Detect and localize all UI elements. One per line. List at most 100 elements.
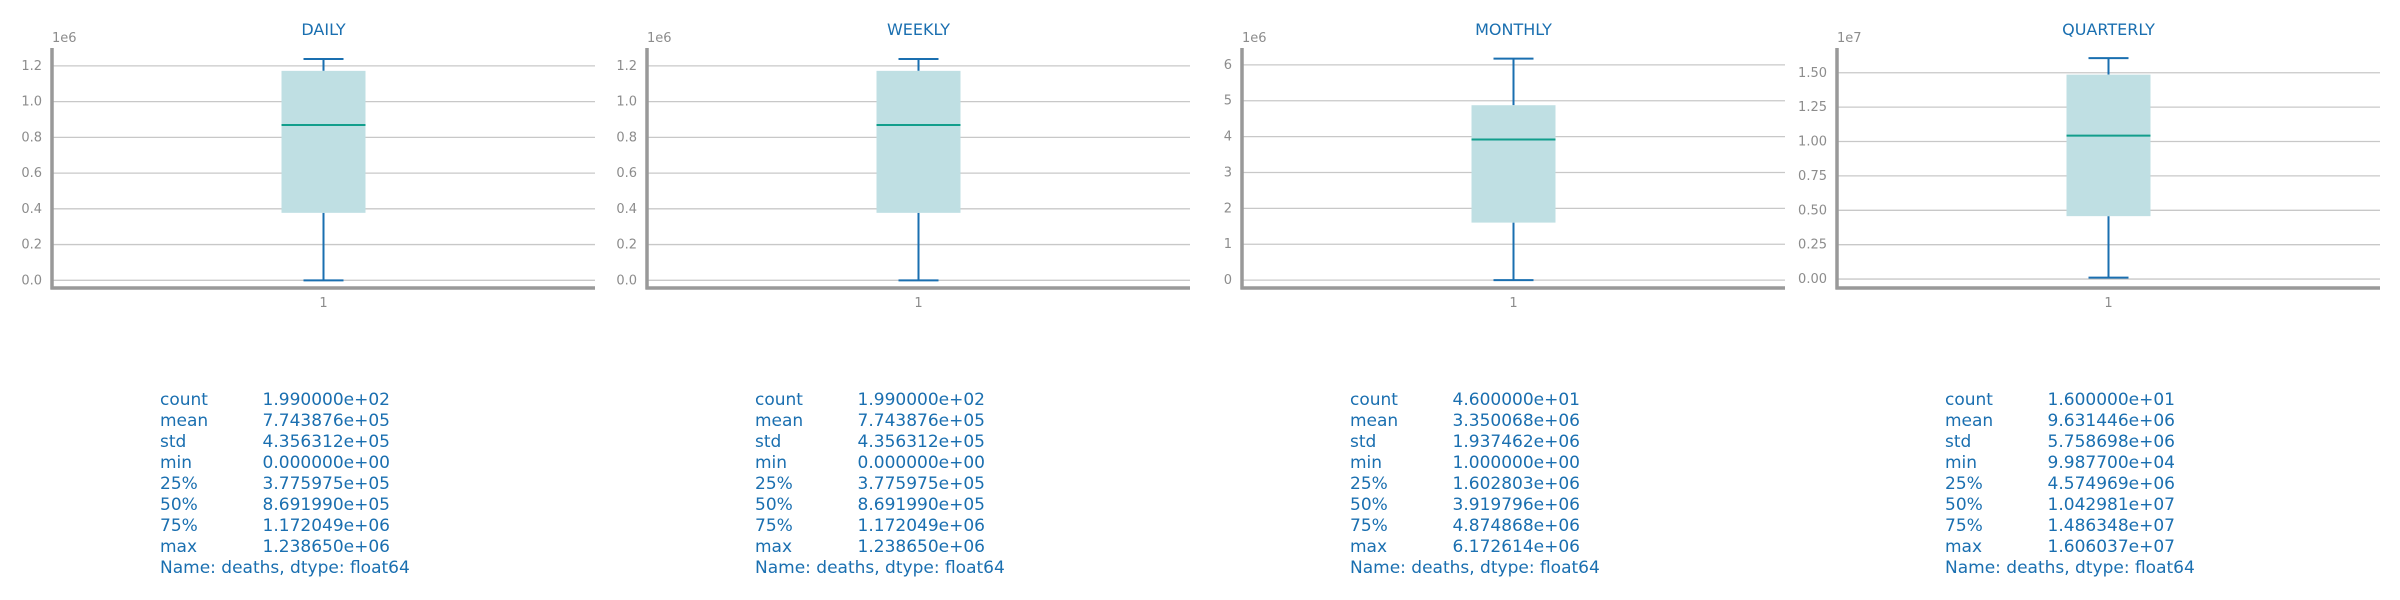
stats-footer: Name: deaths, dtype: float64: [1945, 558, 2195, 578]
panel-4-box-iqr: [2066, 74, 2151, 217]
stats-key: 25%: [160, 474, 198, 494]
panel-3-ytick-label: 6: [1224, 58, 1232, 73]
stats-key: 50%: [755, 495, 793, 515]
stats-value: 6.172614e+06: [1452, 537, 1580, 557]
stats-key: 75%: [160, 516, 198, 536]
panel-1-exponent-label: 1e6: [52, 31, 77, 46]
panel-2-ytick-label: 0.6: [616, 166, 637, 181]
stats-footer: Name: deaths, dtype: float64: [1350, 558, 1600, 578]
stats-row: min 1.000000e+00: [1350, 453, 1680, 474]
stats-value: 1.000000e+00: [1452, 453, 1580, 473]
stats-row: 50% 8.691990e+05: [755, 495, 1085, 516]
stats-value: 8.691990e+05: [857, 495, 985, 515]
panel-2-ytick-label: 0.0: [616, 273, 637, 288]
stats-key: mean: [1350, 411, 1399, 431]
panel-4-ytick-label: 0.50: [1798, 203, 1827, 218]
panel-1-ytick-label: 0.2: [21, 238, 42, 253]
stats-row: 50% 8.691990e+05: [160, 495, 490, 516]
stats-value: 4.356312e+05: [857, 432, 985, 452]
stats-key: 50%: [160, 495, 198, 515]
stats-row: std 1.937462e+06: [1350, 432, 1680, 453]
stats-key: 25%: [1350, 474, 1388, 494]
stats-row: 75% 1.486348e+07: [1945, 516, 2275, 537]
panel-3-ytick-label: 4: [1224, 130, 1232, 145]
stats-key: count: [755, 390, 803, 410]
stats-key: min: [755, 453, 788, 473]
stats-row: count 1.600000e+01: [1945, 390, 2275, 411]
stats-key: max: [160, 537, 198, 557]
stats-value: 4.574969e+06: [2047, 474, 2175, 494]
stats-value: 1.238650e+06: [857, 537, 985, 557]
stats-value: 1.172049e+06: [262, 516, 390, 536]
stats-value: 1.238650e+06: [262, 537, 390, 557]
stats-row: max 6.172614e+06: [1350, 537, 1680, 558]
stats-row: mean 7.743876e+05: [755, 411, 1085, 432]
stats-key: std: [1350, 432, 1377, 452]
panel-3-exponent-label: 1e6: [1242, 31, 1267, 46]
panel-3-ytick-label: 1: [1224, 237, 1232, 252]
panel-3-xtick-label: 1: [1509, 296, 1517, 311]
panel-1-box-iqr: [281, 70, 366, 213]
panel-1-ytick-label: 0.6: [21, 166, 42, 181]
stats-key: min: [1945, 453, 1978, 473]
stats-row: 75% 1.172049e+06: [160, 516, 490, 537]
stats-value: 0.000000e+00: [857, 453, 985, 473]
stats-key: 75%: [755, 516, 793, 536]
stats-value: 3.775975e+05: [262, 474, 390, 494]
stats-value: 7.743876e+05: [262, 411, 390, 431]
panel-2-exponent-label: 1e6: [647, 31, 672, 46]
panel-3-box-iqr: [1471, 105, 1556, 223]
panel-3-ytick-label: 3: [1224, 165, 1232, 180]
stats-value: 1.600000e+01: [2047, 390, 2175, 410]
stats-row: 75% 4.874868e+06: [1350, 516, 1680, 537]
panel-1-ytick-label: 0.4: [21, 202, 42, 217]
stats-row: max 1.238650e+06: [755, 537, 1085, 558]
stats-row: max 1.238650e+06: [160, 537, 490, 558]
stats-key: min: [1350, 453, 1383, 473]
stats-key: max: [1945, 537, 1983, 557]
stats-key: mean: [1945, 411, 1994, 431]
stats-key: 50%: [1945, 495, 1983, 515]
stats-key: count: [160, 390, 208, 410]
stats-footer: Name: deaths, dtype: float64: [160, 558, 410, 578]
panel-3-title: MONTHLY: [1475, 20, 1552, 39]
stats-key: count: [1350, 390, 1398, 410]
panel-2-box-iqr: [876, 70, 961, 213]
panel-1-ytick-label: 1.2: [21, 59, 42, 74]
stats-value: 5.758698e+06: [2047, 432, 2175, 452]
stats-row: 25% 3.775975e+05: [160, 474, 490, 495]
stats-value: 4.356312e+05: [262, 432, 390, 452]
stats-row: 25% 1.602803e+06: [1350, 474, 1680, 495]
stats-row: min 0.000000e+00: [755, 453, 1085, 474]
panel-3-stats-block: count 4.600000e+01 mean 3.350068e+06 std 1.93…: [1350, 390, 1680, 579]
panel-1-ytick-label: 1.0: [21, 95, 42, 110]
stats-key: max: [1350, 537, 1388, 557]
panel-3-ytick-label: 5: [1224, 94, 1232, 109]
panel-2-ytick-label: 0.4: [616, 202, 637, 217]
stats-row: 25% 4.574969e+06: [1945, 474, 2275, 495]
stats-key: count: [1945, 390, 1993, 410]
stats-key: 75%: [1945, 516, 1983, 536]
stats-key: 25%: [1945, 474, 1983, 494]
stats-key: 75%: [1350, 516, 1388, 536]
stats-value: 0.000000e+00: [262, 453, 390, 473]
stats-row: count 4.600000e+01: [1350, 390, 1680, 411]
stats-value: 1.990000e+02: [857, 390, 985, 410]
panel-3-ytick-label: 2: [1224, 201, 1232, 216]
panel-2-ytick-label: 1.2: [616, 59, 637, 74]
panel-4-ytick-label: 0.75: [1798, 169, 1827, 184]
stats-row: count 1.990000e+02: [755, 390, 1085, 411]
panel-4-exponent-label: 1e7: [1837, 31, 1862, 46]
stats-row: count 1.990000e+02: [160, 390, 490, 411]
stats-key: 25%: [755, 474, 793, 494]
panel-4-ytick-label: 0.25: [1798, 238, 1827, 253]
stats-key: min: [160, 453, 193, 473]
stats-value: 9.631446e+06: [2047, 411, 2175, 431]
stats-key: 50%: [1350, 495, 1388, 515]
stats-value: 8.691990e+05: [262, 495, 390, 515]
stats-value: 1.937462e+06: [1452, 432, 1580, 452]
stats-row: 25% 3.775975e+05: [755, 474, 1085, 495]
panel-2-stats-block: count 1.990000e+02 mean 7.743876e+05 std 4.35…: [755, 390, 1085, 579]
stats-value: 3.919796e+06: [1452, 495, 1580, 515]
